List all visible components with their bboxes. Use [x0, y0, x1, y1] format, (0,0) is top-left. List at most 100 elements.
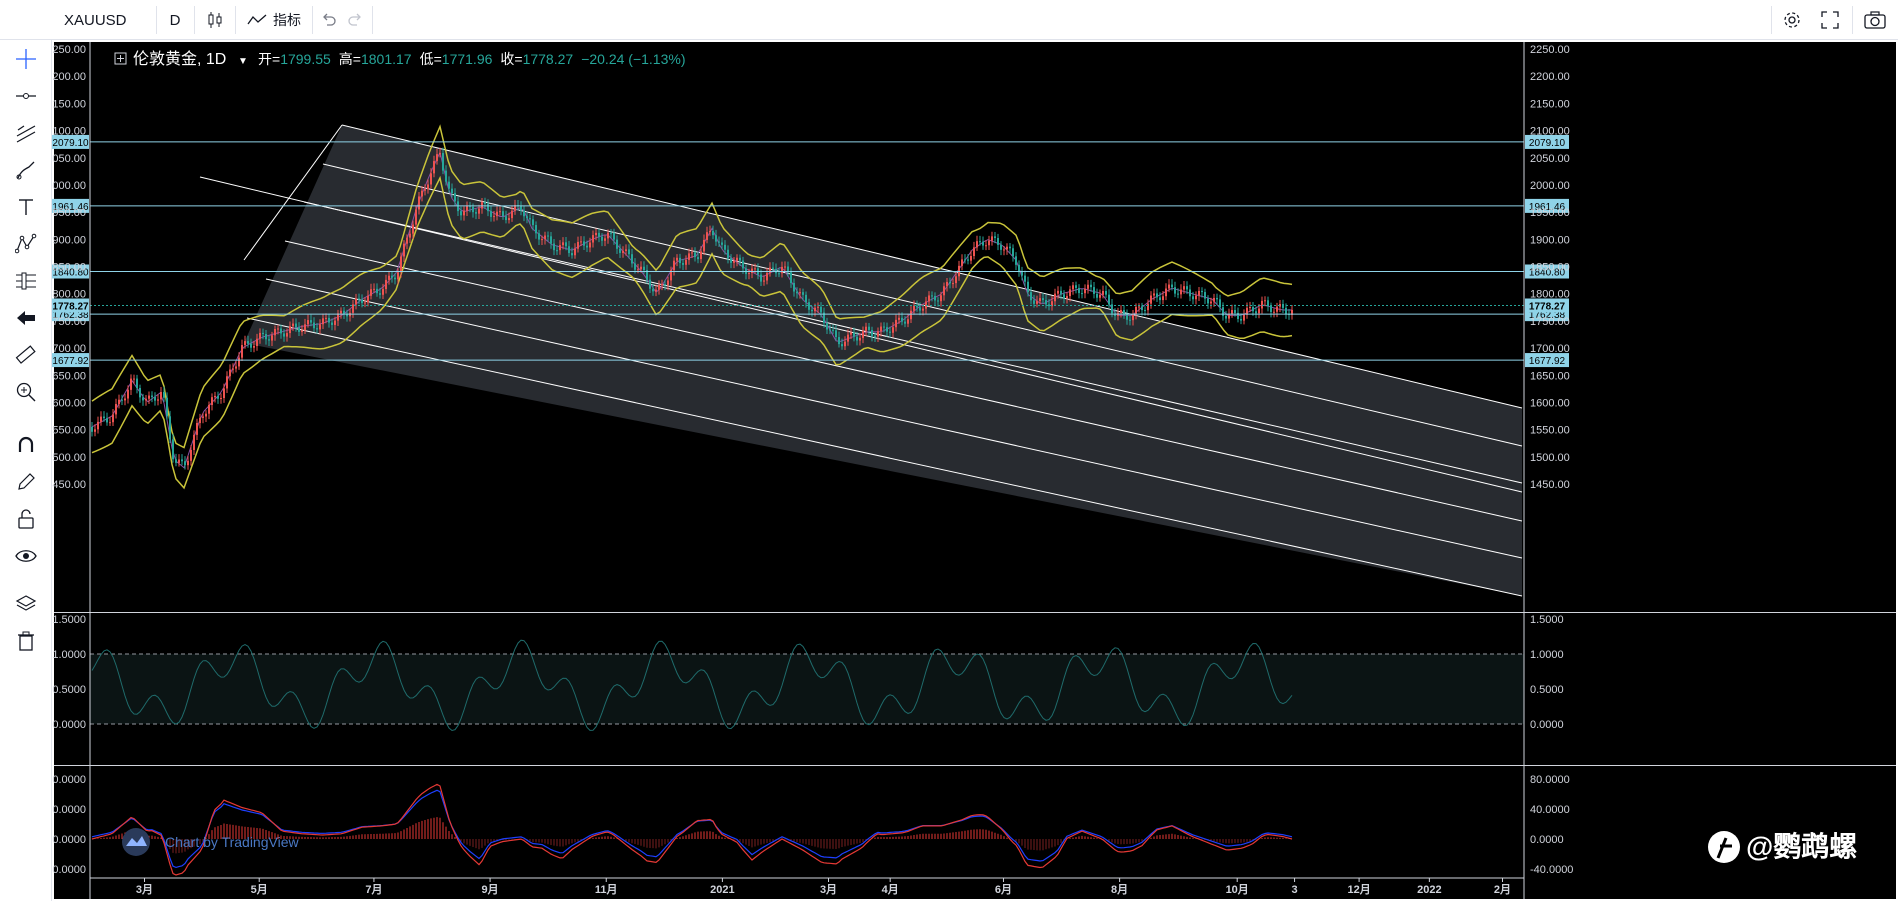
- layers-tool[interactable]: [11, 591, 41, 617]
- crosshair-tool[interactable]: [11, 46, 41, 72]
- fullscreen-button[interactable]: [1814, 0, 1846, 40]
- hline-label-left: 2079.10: [52, 138, 89, 149]
- tradingview-logo-icon: [126, 836, 147, 846]
- candle-body: [1285, 307, 1287, 314]
- candle-body: [913, 305, 915, 311]
- candle-body: [148, 395, 150, 399]
- candle-body: [514, 205, 516, 211]
- candle-body: [937, 300, 939, 302]
- top-toolbar: XAUUSD D 指标: [0, 0, 1898, 40]
- channel-line[interactable]: [199, 176, 1523, 493]
- candle-body: [682, 263, 684, 265]
- price-axis-label-right: 2250.00: [1530, 44, 1570, 56]
- candle-body: [862, 330, 864, 338]
- macd-line[interactable]: [91, 783, 1293, 876]
- symbol-search[interactable]: XAUUSD: [54, 0, 154, 40]
- interval-button[interactable]: D: [158, 0, 192, 40]
- candle-body: [1213, 297, 1215, 302]
- prediction-tool[interactable]: [11, 268, 41, 294]
- settings-button[interactable]: [1776, 0, 1808, 40]
- trash-icon: [18, 631, 34, 651]
- candle-body: [1204, 292, 1206, 299]
- measure-tool[interactable]: [11, 342, 41, 368]
- brush-icon: [16, 161, 35, 180]
- price-chart[interactable]: 2079.10 2079.10 1961.46 1961.46 1840.80 1840.…: [43, 40, 1898, 901]
- lower-band[interactable]: [91, 175, 1293, 490]
- stay-drawing-tool[interactable]: [11, 469, 41, 495]
- candle-body: [934, 296, 936, 301]
- redo-button[interactable]: [342, 0, 368, 40]
- candle-body: [211, 397, 213, 405]
- legend-title[interactable]: 伦敦黄金, 1D: [133, 50, 226, 68]
- candle-body: [793, 282, 795, 292]
- indicators-button[interactable]: 指标: [240, 0, 308, 40]
- candle-body: [364, 302, 366, 304]
- gear-icon: [1784, 12, 1800, 28]
- candle-body: [511, 210, 513, 219]
- candle-body: [988, 240, 990, 246]
- candle-body: [1084, 288, 1086, 294]
- candle-body: [1069, 289, 1071, 297]
- undo-button[interactable]: [316, 0, 342, 40]
- candle-body: [643, 266, 645, 271]
- candle-body: [853, 332, 855, 337]
- candle-body: [1027, 281, 1029, 293]
- remove-tool[interactable]: [11, 628, 41, 654]
- candle-body: [409, 233, 411, 238]
- candle-body: [589, 242, 591, 248]
- candle-body: [1219, 299, 1221, 308]
- channel-line[interactable]: [341, 124, 1523, 409]
- channel-edge[interactable]: [243, 124, 343, 261]
- candle-body: [1201, 290, 1203, 293]
- candle-body: [502, 211, 504, 217]
- candle-body: [1222, 307, 1224, 316]
- trend-line-tool[interactable]: [11, 83, 41, 109]
- channel-line[interactable]: [265, 278, 1523, 559]
- candle-body: [838, 337, 840, 345]
- candle-body: [529, 218, 531, 220]
- time-axis-label: 10月: [1226, 883, 1249, 896]
- channel-line[interactable]: [246, 317, 1523, 597]
- chart-type-button[interactable]: [198, 0, 232, 40]
- channel-line[interactable]: [303, 201, 1523, 484]
- candle-body: [475, 212, 477, 214]
- snapshot-button[interactable]: [1858, 0, 1892, 40]
- candle-body: [730, 258, 732, 263]
- channel-line[interactable]: [284, 240, 1523, 522]
- candle-body: [499, 211, 501, 213]
- candle-body: [202, 416, 204, 418]
- candle-body: [1111, 304, 1113, 314]
- candle-body: [178, 459, 180, 463]
- magnet-tool[interactable]: [11, 432, 41, 458]
- back-button[interactable]: [11, 305, 41, 331]
- price-axis-label-right: 1600.00: [1530, 397, 1570, 409]
- text-tool[interactable]: [11, 194, 41, 220]
- candle-body: [256, 338, 258, 347]
- visibility-tool[interactable]: [11, 543, 41, 569]
- zoom-tool[interactable]: [11, 379, 41, 405]
- time-axis-label: 4月: [882, 883, 899, 896]
- time-axis-label: 9月: [482, 883, 499, 896]
- candle-body: [265, 334, 267, 340]
- chevron-down-icon[interactable]: ▼: [238, 56, 248, 67]
- candle-body: [670, 270, 672, 281]
- fib-tool[interactable]: [11, 120, 41, 146]
- brush-tool[interactable]: [11, 157, 41, 183]
- osc1-axis-label-left: 1.5000: [52, 614, 86, 626]
- upper-band[interactable]: [91, 124, 1293, 449]
- tradingview-branding[interactable]: Chart by TradingView: [122, 828, 299, 856]
- pattern-tool[interactable]: [11, 231, 41, 257]
- candle-body: [919, 307, 921, 311]
- unlock-icon: [18, 509, 34, 529]
- lock-tool[interactable]: [11, 506, 41, 532]
- osc2-axis-label-left: -40.0000: [52, 864, 86, 876]
- candle-body: [1246, 307, 1248, 315]
- candle-body: [769, 267, 771, 274]
- collapse-icon[interactable]: [114, 52, 127, 65]
- osc1-line[interactable]: [91, 639, 1293, 732]
- candle-body: [814, 307, 816, 312]
- candle-body: [712, 231, 714, 236]
- watermark-text: @鹦鹉螺: [1746, 831, 1857, 862]
- candle-body: [1051, 301, 1053, 307]
- osc1-axis-label-right: 0.0000: [1530, 719, 1564, 731]
